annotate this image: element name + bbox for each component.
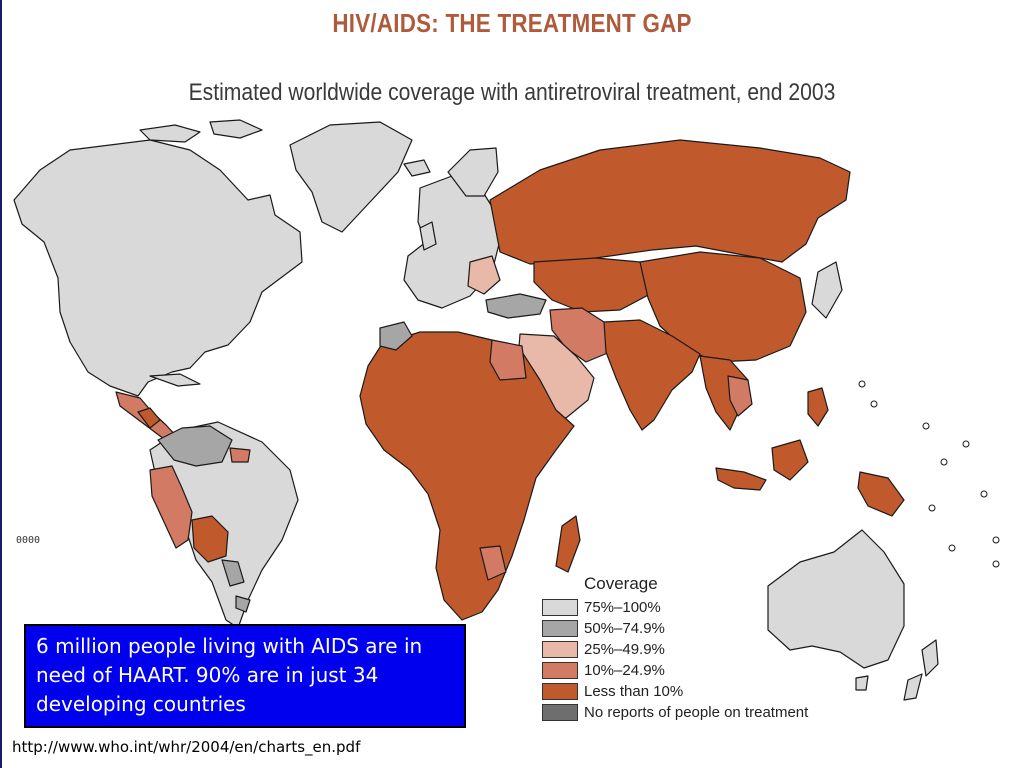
slide-left-border — [0, 0, 2, 768]
region-indonesia — [715, 467, 767, 491]
region-greenland — [289, 121, 413, 233]
region-arctic-islands — [139, 124, 201, 143]
island-marker — [980, 490, 988, 498]
island-marker — [928, 504, 936, 512]
region-guianas — [229, 447, 251, 463]
region-japan — [811, 261, 843, 319]
legend-item: Less than 10% — [542, 681, 808, 702]
island-marker — [948, 544, 956, 552]
source-link[interactable]: http://www.who.int/whr/2004/en/charts_en… — [12, 738, 361, 756]
legend-item: No reports of people on treatment — [542, 702, 808, 723]
region-australia — [767, 529, 905, 669]
legend-label: 50%–74.9% — [584, 620, 665, 637]
region-peru — [149, 465, 193, 549]
legend-label: No reports of people on treatment — [584, 704, 809, 721]
region-new-zealand — [921, 639, 939, 677]
region-central-asia — [533, 257, 655, 313]
region-philippines — [807, 387, 829, 427]
region-thailand — [727, 375, 753, 417]
region-uruguay — [235, 595, 251, 613]
haart-callout-box: 6 million people living with AIDS are in… — [24, 624, 466, 728]
legend-item: 10%–24.9% — [542, 660, 808, 681]
island-marker — [962, 440, 970, 448]
legend-label: 25%–49.9% — [584, 641, 665, 658]
region-russia — [489, 139, 851, 265]
island-marker — [992, 536, 1000, 544]
region-bolivia — [191, 515, 229, 563]
legend-item: 25%–49.9% — [542, 639, 808, 660]
map-legend: Coverage 75%–100% 50%–74.9% 25%–49.9% 10… — [542, 574, 808, 723]
region-paraguay — [221, 559, 245, 587]
region-morocco — [379, 321, 413, 351]
legend-label: Less than 10% — [584, 683, 684, 700]
side-id-mark: 0000 — [16, 535, 41, 546]
region-tasmania — [855, 675, 869, 691]
legend-label: 75%–100% — [584, 599, 661, 616]
region-botswana — [479, 545, 507, 581]
island-marker — [922, 422, 930, 430]
region-arctic-islands-2 — [209, 119, 263, 139]
region-eastern-europe — [467, 255, 501, 295]
legend-swatch — [542, 620, 578, 637]
region-central-america-2 — [137, 407, 161, 429]
legend-swatch — [542, 683, 578, 700]
legend-swatch — [542, 704, 578, 721]
island-marker — [858, 380, 866, 388]
legend-item: 75%–100% — [542, 597, 808, 618]
map-subtitle: Estimated worldwide coverage with antire… — [188, 79, 836, 106]
region-madagascar — [555, 515, 581, 573]
legend-item: 50%–74.9% — [542, 618, 808, 639]
region-cuba — [149, 373, 201, 387]
region-turkey — [485, 293, 547, 319]
region-colombia-venezuela — [157, 425, 233, 467]
region-uk — [419, 221, 437, 251]
island-marker — [940, 458, 948, 466]
legend-swatch — [542, 641, 578, 658]
legend-title: Coverage — [584, 574, 658, 593]
region-china — [639, 251, 807, 363]
region-india — [603, 319, 701, 431]
region-new-zealand-2 — [903, 673, 923, 701]
region-new-guinea — [857, 471, 905, 517]
legend-swatch — [542, 599, 578, 616]
region-iran — [549, 307, 611, 363]
island-marker — [870, 400, 878, 408]
region-borneo — [771, 439, 809, 481]
region-north-america — [13, 139, 303, 397]
region-scandinavia — [447, 147, 499, 197]
island-marker — [992, 560, 1000, 568]
legend-label: 10%–24.9% — [584, 662, 665, 679]
legend-swatch — [542, 662, 578, 679]
region-egypt — [489, 339, 527, 381]
region-iceland — [403, 159, 431, 177]
slide-title: HIV/AIDS: THE TREATMENT GAP — [332, 8, 692, 38]
